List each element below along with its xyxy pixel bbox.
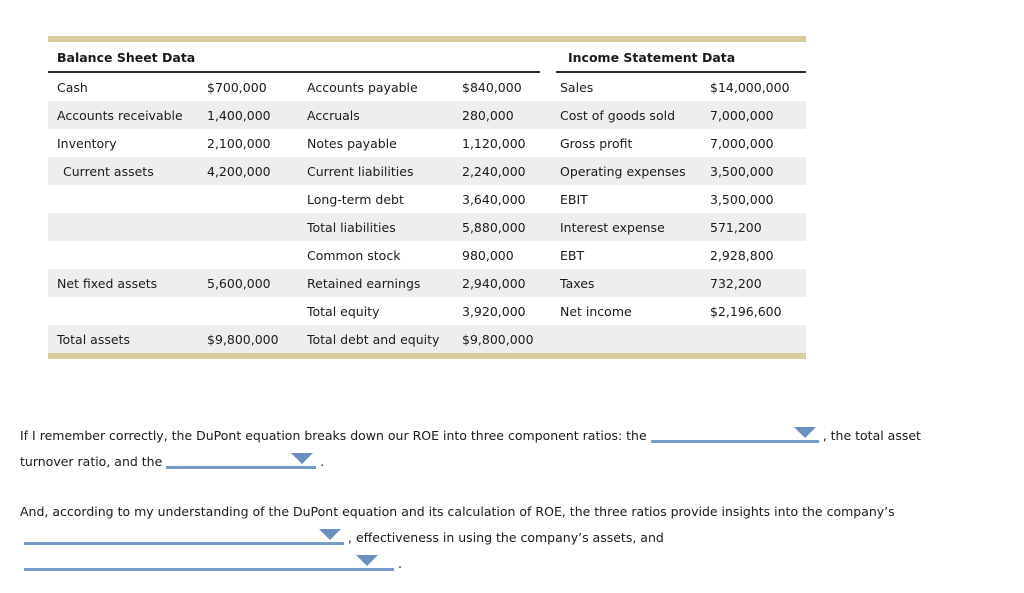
table-cell: $700,000 — [207, 79, 267, 95]
table-header-row: Balance Sheet Data Income Statement Data — [48, 49, 806, 73]
table-row: Common stock 980,000 EBT 2,928,800 — [48, 241, 806, 269]
table-cell: Sales — [560, 79, 594, 95]
table-cell: Accruals — [307, 107, 360, 123]
table-cell: 3,920,000 — [462, 303, 526, 319]
table-cell: 7,000,000 — [710, 107, 774, 123]
income-statement-header: Income Statement Data — [556, 49, 806, 73]
table-cell: $9,800,000 — [207, 331, 279, 347]
table-cell: 980,000 — [462, 247, 514, 263]
table-cell: Notes payable — [307, 135, 397, 151]
chevron-down-icon — [319, 529, 341, 540]
table-body: Cash $700,000 Accounts payable $840,000 Sale… — [48, 73, 806, 353]
table-cell: 4,200,000 — [207, 163, 271, 179]
table-cell: $2,196,600 — [710, 303, 782, 319]
question-text: . — [398, 556, 402, 571]
table-cell: Current liabilities — [307, 163, 414, 179]
table-cell: 3,500,000 — [710, 163, 774, 179]
table-cell: Accounts payable — [307, 79, 418, 95]
table-cell: 3,500,000 — [710, 191, 774, 207]
table-cell: Common stock — [307, 247, 401, 263]
balance-sheet-header: Balance Sheet Data — [48, 49, 540, 73]
paragraph-line: . — [20, 551, 1020, 577]
table-cell: 2,100,000 — [207, 135, 271, 151]
table-cell: 5,600,000 — [207, 275, 271, 291]
question-text: And, according to my understanding of th… — [20, 504, 895, 519]
table-row: Long-term debt 3,640,000 EBIT 3,500,000 — [48, 185, 806, 213]
table-cell: EBIT — [560, 191, 588, 207]
table-cell: Total equity — [307, 303, 380, 319]
table-cell: 5,880,000 — [462, 219, 526, 235]
table-cell: Total assets — [57, 331, 130, 347]
table-cell: 280,000 — [462, 107, 514, 123]
table-cell: 3,640,000 — [462, 191, 526, 207]
table-row: Net fixed assets 5,600,000 Retained earnin… — [48, 269, 806, 297]
table-cell: 2,240,000 — [462, 163, 526, 179]
question-text: If I remember correctly, the DuPont equa… — [20, 428, 647, 443]
table-row: Inventory 2,100,000 Notes payable 1,120,000… — [48, 129, 806, 157]
table-top-accent-bar — [48, 36, 806, 42]
paragraph-line: And, according to my understanding of th… — [20, 499, 1020, 525]
table-cell: Accounts receivable — [57, 107, 183, 123]
table-row: Accounts receivable 1,400,000 Accruals 280,… — [48, 101, 806, 129]
question-paragraph-2: And, according to my understanding of th… — [20, 499, 1020, 577]
question-paragraph-1: If I remember correctly, the DuPont equa… — [20, 423, 1020, 475]
table-cell: Gross profit — [560, 135, 633, 151]
table-cell: Inventory — [57, 135, 117, 151]
table-cell: Total liabilities — [307, 219, 396, 235]
table-cell: $14,000,000 — [710, 79, 790, 95]
table-cell: 1,400,000 — [207, 107, 271, 123]
question-text: , the total asset — [822, 428, 921, 443]
question-text: , effectiveness in using the company’s a… — [348, 530, 664, 545]
table-cell: 2,928,800 — [710, 247, 774, 263]
table-cell: 732,200 — [710, 275, 762, 291]
table-cell: EBT — [560, 247, 585, 263]
table-row: Cash $700,000 Accounts payable $840,000 Sale… — [48, 73, 806, 101]
table-row: Total equity 3,920,000 Net income $2,196,60… — [48, 297, 806, 325]
table-cell: Current assets — [63, 163, 154, 179]
table-row: Current assets 4,200,000 Current liabiliti… — [48, 157, 806, 185]
dropdown-blank-insight-1[interactable] — [24, 529, 344, 545]
table-row: Total assets $9,800,000 Total debt and equ… — [48, 325, 806, 353]
paragraph-line: turnover ratio, and the. — [20, 449, 1020, 475]
table-bottom-accent-bar — [48, 353, 806, 359]
table-cell: 7,000,000 — [710, 135, 774, 151]
table-cell: Taxes — [560, 275, 595, 291]
table-cell: Retained earnings — [307, 275, 421, 291]
question-text: turnover ratio, and the — [20, 454, 163, 469]
paragraph-line: , effectiveness in using the company’s a… — [20, 525, 1020, 551]
chevron-down-icon — [291, 453, 314, 464]
table-cell: Cost of goods sold — [560, 107, 676, 123]
question-text: . — [320, 454, 325, 469]
table-cell: Long-term debt — [307, 191, 404, 207]
table-cell: $9,800,000 — [462, 331, 534, 347]
paragraph-line: If I remember correctly, the DuPont equa… — [20, 423, 1020, 449]
table-row: Total liabilities 5,880,000 Interest expen… — [48, 213, 806, 241]
chevron-down-icon — [356, 555, 378, 566]
financial-data-table: Balance Sheet Data Income Statement Data… — [48, 36, 806, 359]
dropdown-blank-ratio-2[interactable] — [166, 453, 317, 469]
table-cell: Interest expense — [560, 219, 665, 235]
table-cell: 2,940,000 — [462, 275, 526, 291]
table-cell: $840,000 — [462, 79, 522, 95]
table-cell: Net fixed assets — [57, 275, 158, 291]
table-cell: Operating expenses — [560, 163, 686, 179]
table-cell: Cash — [57, 79, 88, 95]
table-cell: Net income — [560, 303, 632, 319]
table-cell: 1,120,000 — [462, 135, 526, 151]
dropdown-blank-insight-2[interactable] — [24, 555, 394, 571]
dropdown-blank-ratio-1[interactable] — [650, 427, 819, 443]
chevron-down-icon — [793, 427, 816, 438]
table-cell: Total debt and equity — [307, 331, 440, 347]
table-cell: 571,200 — [710, 219, 762, 235]
